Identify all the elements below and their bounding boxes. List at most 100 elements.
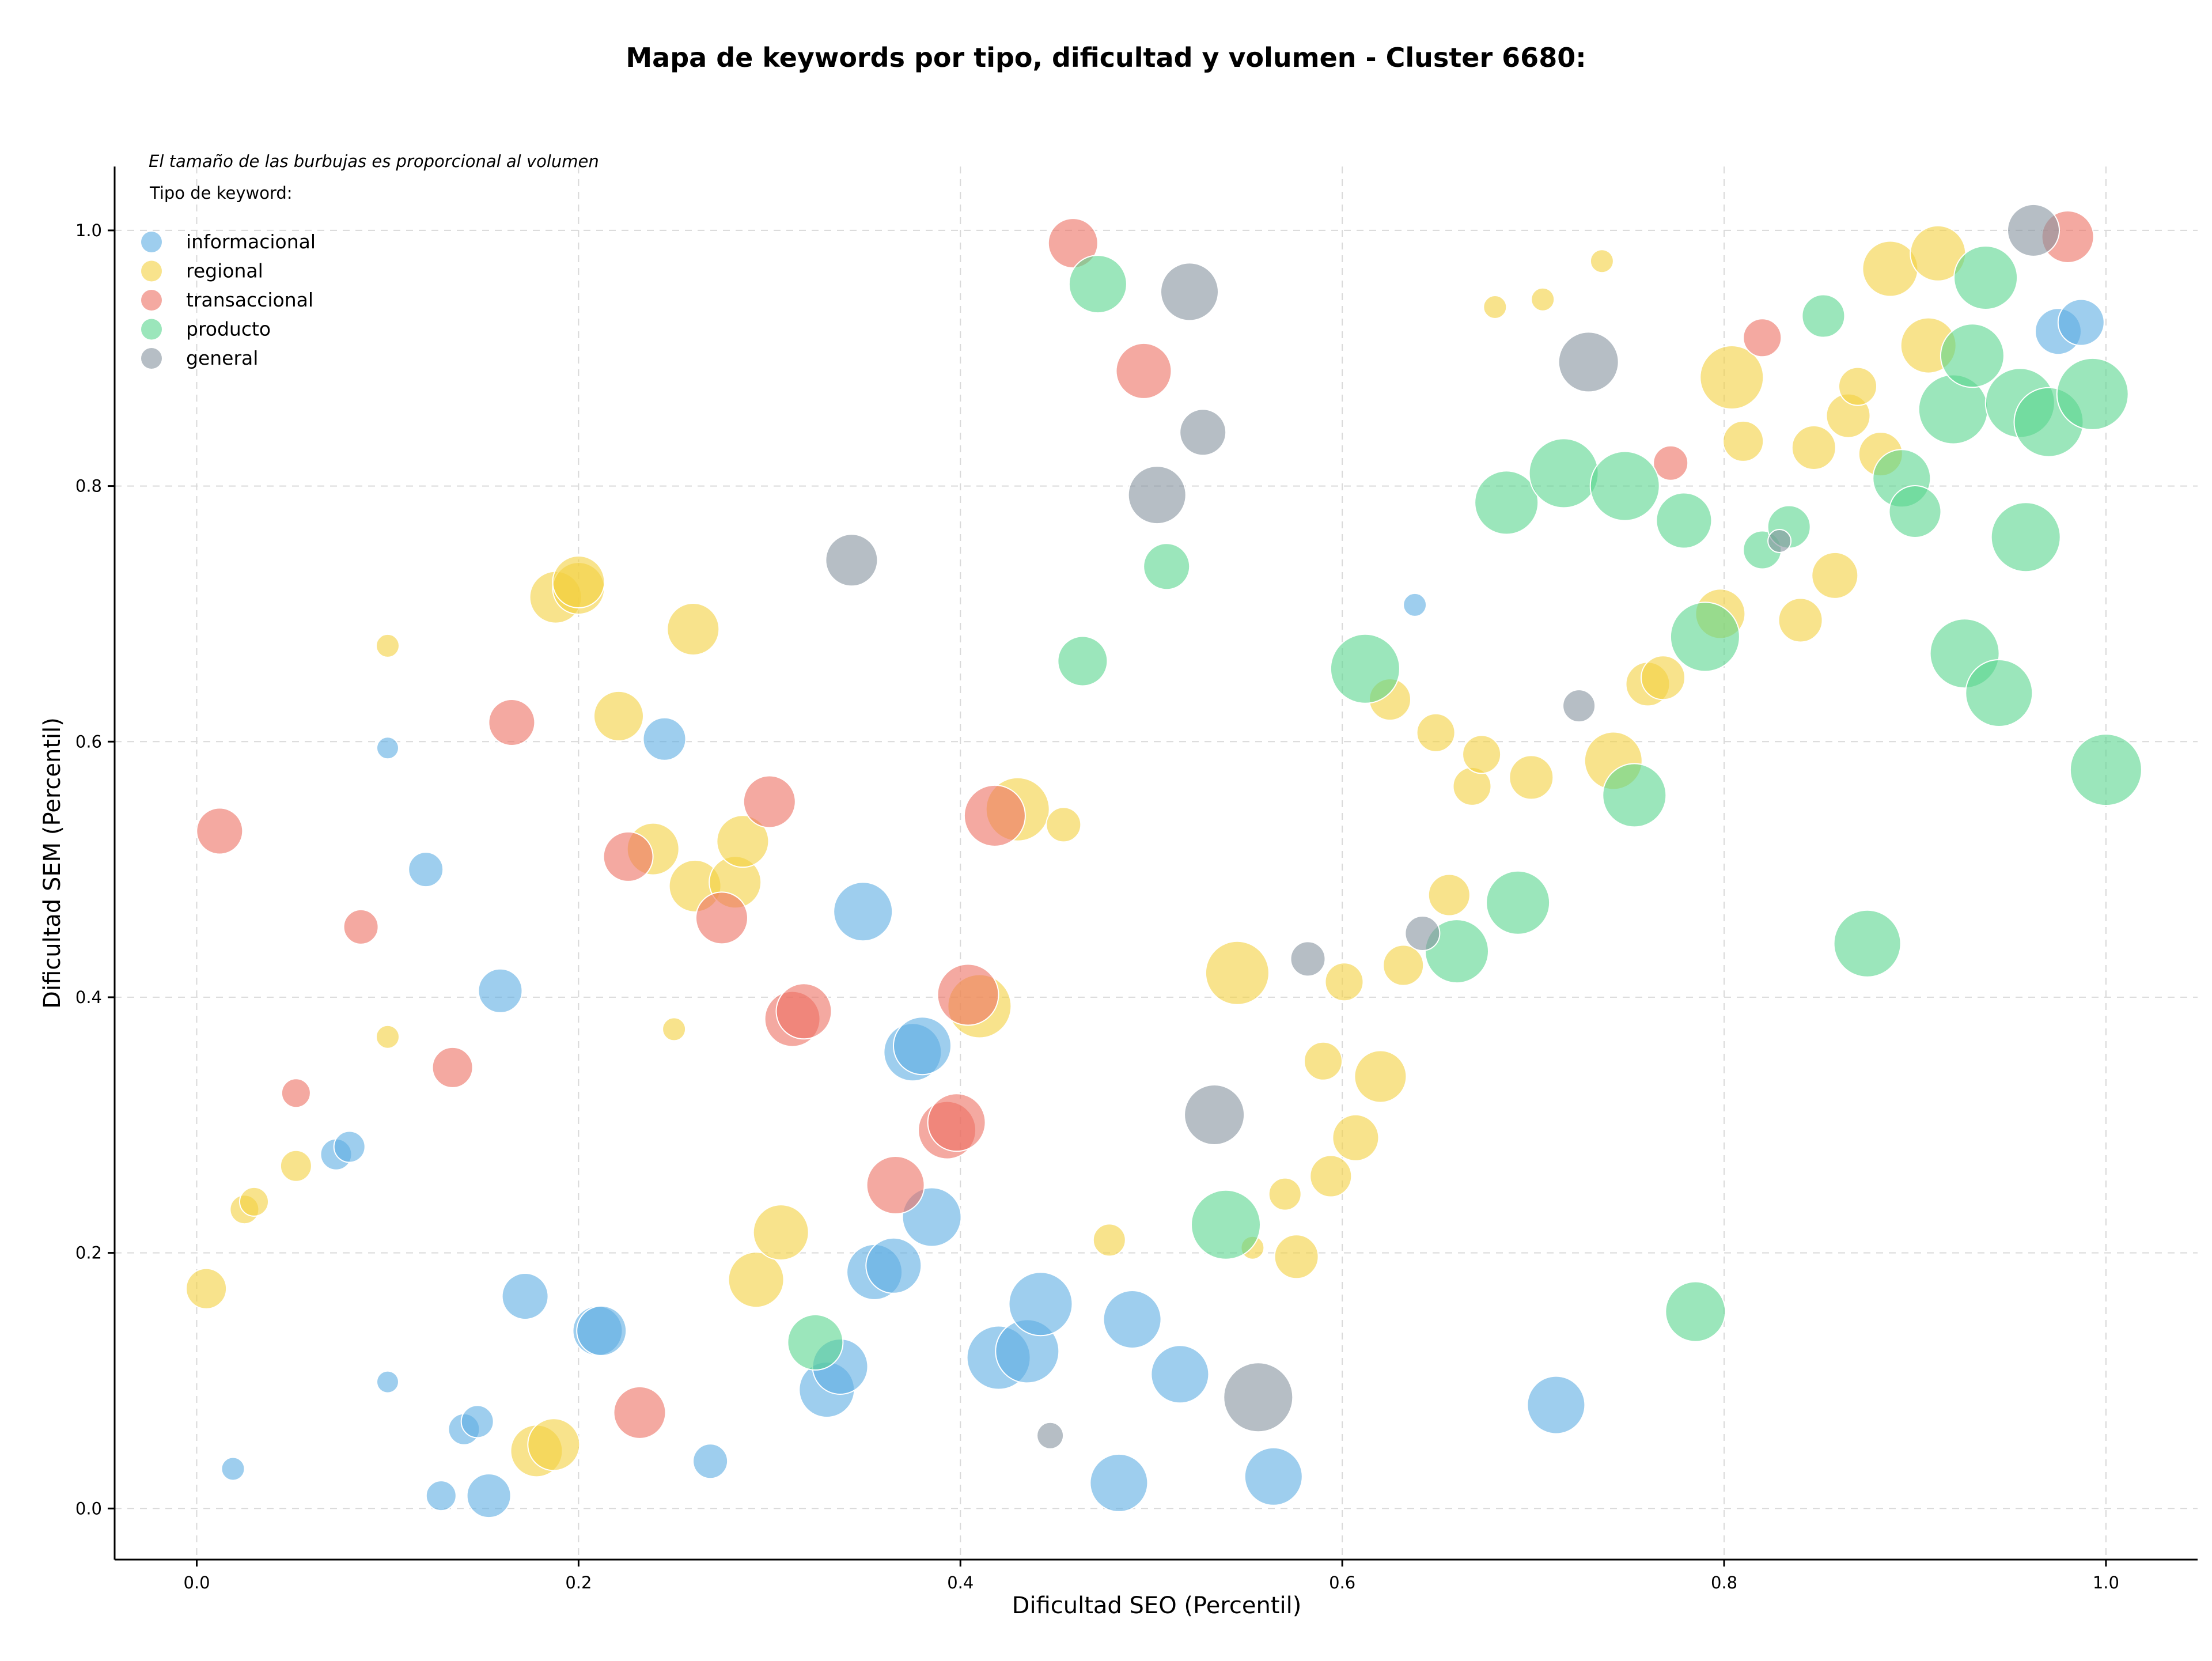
y-tick-label: 0.2 xyxy=(75,1243,102,1263)
bubble-producto xyxy=(1486,870,1551,935)
legend-item-informacional: informacional xyxy=(141,230,316,253)
bubble-transaccional xyxy=(613,1386,666,1439)
bubble-producto xyxy=(1143,543,1191,591)
bubble-general xyxy=(1404,915,1441,951)
bubble-informacional xyxy=(425,1480,457,1512)
bubble-informacional xyxy=(376,1370,399,1394)
bubble-general xyxy=(1290,941,1326,977)
bubble-regional xyxy=(716,815,770,868)
legend: Tipo de keyword: informacional regional tr… xyxy=(141,183,316,369)
bubble-producto xyxy=(1330,633,1400,704)
bubble-regional xyxy=(1268,1177,1302,1211)
bubble-informacional xyxy=(466,1473,512,1519)
bubble-transaccional xyxy=(775,983,832,1040)
bubble-informacional xyxy=(692,1443,729,1480)
bubble-regional xyxy=(593,690,644,741)
bubble-transaccional xyxy=(1047,218,1099,269)
legend-label: informacional xyxy=(186,230,316,253)
bubble-informacional xyxy=(221,1456,245,1481)
bubble-regional xyxy=(1722,420,1764,462)
bubble-informacional xyxy=(1244,1447,1303,1506)
bubble-general xyxy=(1767,529,1792,553)
bubble-producto xyxy=(2069,733,2142,807)
bubble-regional xyxy=(1862,240,1919,297)
bubble-producto xyxy=(1057,635,1108,687)
bubble-producto xyxy=(1474,470,1539,535)
axis-ticks: 0.0 0.2 0.4 0.6 0.8 1.0 0.0 0.2 0.4 0.6 0.8 1.0 xyxy=(75,221,2119,1592)
legend-label: transaccional xyxy=(186,289,313,311)
bubble-general xyxy=(1127,466,1187,525)
bubble-regional xyxy=(1046,807,1082,843)
bubble-regional xyxy=(1509,755,1554,800)
bubble-producto xyxy=(1425,919,1489,984)
bubble-transaccional xyxy=(431,1046,474,1088)
bubble-regional xyxy=(1838,366,1877,406)
bubble-transaccional xyxy=(1743,318,1782,358)
bubble-regional xyxy=(1274,1234,1319,1280)
bubble-informacional xyxy=(1008,1272,1073,1337)
bubble-regional xyxy=(376,1024,400,1049)
bubble-producto xyxy=(1589,451,1660,521)
bubble-transaccional xyxy=(695,891,748,945)
bubble-regional xyxy=(185,1267,228,1310)
bubble-regional xyxy=(1205,940,1270,1005)
bubble-producto xyxy=(1669,601,1740,672)
bubble-producto xyxy=(1068,255,1127,314)
y-tick-label: 1.0 xyxy=(75,221,102,240)
bubble-regional xyxy=(1309,1155,1353,1198)
y-tick-label: 0.6 xyxy=(75,732,102,751)
bubble-producto xyxy=(1953,245,2018,310)
legend-marker xyxy=(141,348,162,369)
y-tick-label: 0.4 xyxy=(75,987,102,1007)
bubble-informacional xyxy=(460,1405,494,1439)
bubble-producto xyxy=(1528,438,1599,509)
x-tick-label: 0.4 xyxy=(947,1573,974,1592)
bubble-transaccional xyxy=(963,784,1026,847)
bubble-general xyxy=(1562,689,1596,723)
legend-marker xyxy=(141,290,162,311)
bubble-transaccional xyxy=(927,1093,986,1152)
bubble-regional xyxy=(662,1017,687,1042)
x-tick-label: 0.8 xyxy=(1711,1573,1737,1592)
bubble-regional xyxy=(728,1251,785,1308)
bubble-regional xyxy=(1416,713,1456,752)
bubble-producto xyxy=(1888,485,1942,538)
bubble-informacional xyxy=(333,1130,366,1163)
bubble-informacional xyxy=(501,1273,549,1320)
bubble-producto xyxy=(1965,659,2033,727)
bubble-transaccional xyxy=(937,963,999,1026)
bubble-producto xyxy=(2056,357,2129,430)
bubble-regional xyxy=(1699,345,1764,410)
bubble-general xyxy=(1184,1084,1245,1145)
bubble-informacional xyxy=(408,852,444,888)
x-tick-label: 1.0 xyxy=(2093,1573,2119,1592)
x-tick-label: 0.0 xyxy=(183,1573,210,1592)
bubble-informacional xyxy=(865,1237,922,1294)
bubble-general xyxy=(1223,1362,1294,1433)
bubble-producto xyxy=(1833,909,1902,978)
bubble-regional xyxy=(1531,287,1555,312)
bubble-regional xyxy=(1332,1114,1380,1161)
legend-label: producto xyxy=(186,318,271,340)
bubble-transaccional xyxy=(488,699,536,746)
bubble-informacional xyxy=(1089,1453,1149,1512)
bubble-regional xyxy=(1641,655,1685,701)
bubble-regional xyxy=(1324,962,1364,1002)
bubble-regional xyxy=(527,1418,581,1471)
bubble-regional xyxy=(1778,597,1823,643)
bubble-regional xyxy=(376,633,400,658)
bubble-producto xyxy=(1191,1189,1261,1260)
x-axis-label: Dificultad SEO (Percentil) xyxy=(1012,1592,1302,1619)
bubble-informacional xyxy=(1103,1290,1162,1349)
bubble-transaccional xyxy=(743,775,796,828)
bubble-producto xyxy=(1656,492,1713,549)
bubble-regional xyxy=(1462,735,1502,774)
legend-item-general: general xyxy=(141,347,258,369)
bubble-regional xyxy=(279,1149,312,1182)
bubble-transaccional xyxy=(343,909,379,945)
legend-label: regional xyxy=(186,260,263,282)
bubble-transaccional xyxy=(866,1156,925,1214)
bubble-regional xyxy=(1589,249,1614,274)
bubbles xyxy=(185,203,2142,1519)
